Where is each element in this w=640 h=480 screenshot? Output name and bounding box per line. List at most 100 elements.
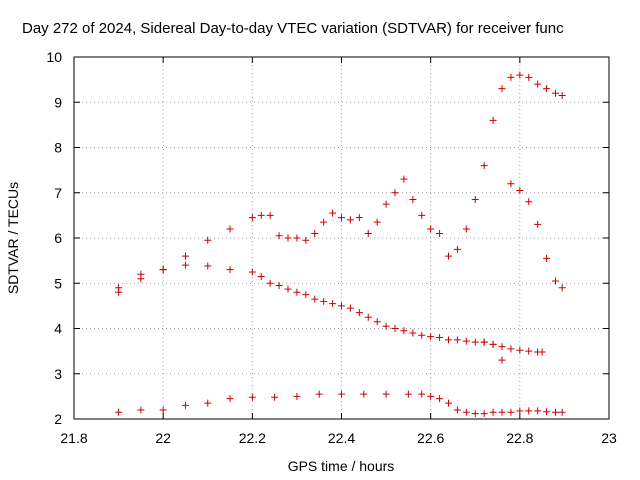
- data-point: [382, 322, 390, 330]
- data-point: [436, 334, 444, 342]
- data-point: [558, 408, 566, 416]
- data-point: [427, 333, 435, 341]
- data-point: [355, 309, 363, 317]
- data-point: [534, 220, 542, 228]
- data-point: [248, 393, 256, 401]
- data-point: [257, 211, 265, 219]
- data-point: [293, 234, 301, 242]
- y-tick-label: 7: [54, 185, 62, 201]
- data-point: [284, 285, 292, 293]
- x-tick-label: 22.4: [328, 430, 355, 446]
- data-point: [248, 214, 256, 222]
- data-point: [538, 348, 546, 356]
- y-tick-label: 10: [46, 49, 62, 65]
- data-point: [558, 284, 566, 292]
- data-point: [137, 406, 145, 414]
- data-point: [525, 73, 533, 81]
- data-point: [302, 236, 310, 244]
- data-point: [498, 356, 506, 364]
- data-point: [275, 282, 283, 290]
- data-point: [382, 200, 390, 208]
- data-point: [204, 399, 212, 407]
- data-point: [462, 225, 470, 233]
- x-tick-label: 21.8: [60, 430, 87, 446]
- data-point: [445, 252, 452, 260]
- data-point: [355, 214, 363, 222]
- data-point: [462, 408, 470, 416]
- data-point: [409, 329, 417, 337]
- data-point: [346, 304, 354, 312]
- y-tick-label: 4: [54, 321, 62, 337]
- data-point: [471, 196, 479, 204]
- data-point: [471, 338, 479, 346]
- data-point: [516, 407, 524, 415]
- data-point: [320, 218, 328, 226]
- data-point: [266, 279, 274, 287]
- data-point: [266, 211, 274, 219]
- data-point: [181, 401, 189, 409]
- data-point: [507, 73, 515, 81]
- data-point: [373, 318, 381, 326]
- data-point: [159, 406, 167, 414]
- series-series-3: [115, 390, 566, 418]
- data-point: [360, 390, 368, 398]
- data-point: [516, 71, 524, 79]
- data-point: [329, 209, 337, 217]
- x-tick-label: 22.6: [417, 430, 444, 446]
- data-point: [382, 390, 390, 398]
- data-point: [543, 254, 551, 262]
- data-point: [159, 266, 167, 274]
- data-point: [489, 340, 497, 348]
- data-point: [275, 232, 283, 240]
- data-point: [558, 91, 566, 99]
- data-point: [364, 313, 372, 321]
- grid: [74, 57, 609, 419]
- data-point: [400, 175, 408, 183]
- data-point: [418, 331, 426, 339]
- data-point: [543, 85, 551, 93]
- data-point: [534, 407, 542, 415]
- data-point: [525, 407, 533, 415]
- x-tick-label: 22: [155, 430, 171, 446]
- data-point: [436, 395, 444, 403]
- data-point: [453, 406, 461, 414]
- y-tick-label: 2: [54, 411, 62, 427]
- data-point: [534, 80, 542, 88]
- series-series-1: [115, 71, 566, 296]
- y-tick-label: 6: [54, 230, 62, 246]
- data-point: [436, 229, 444, 237]
- data-point: [445, 399, 452, 407]
- data-point: [115, 284, 123, 292]
- chart-title: Day 272 of 2024, Sidereal Day-to-day VTE…: [22, 20, 564, 37]
- data-point: [498, 85, 506, 93]
- data-point: [338, 214, 345, 222]
- data-point: [525, 198, 533, 206]
- data-point: [498, 343, 506, 351]
- data-point: [404, 390, 412, 398]
- data-point: [204, 262, 212, 270]
- data-point: [293, 288, 301, 296]
- data-point: [137, 275, 145, 283]
- y-tick-label: 9: [54, 94, 62, 110]
- data-point: [543, 408, 551, 416]
- data-point: [552, 89, 559, 97]
- y-tick-label: 8: [54, 140, 62, 156]
- data-point: [338, 302, 345, 310]
- data-point: [480, 162, 488, 170]
- data-point: [462, 337, 470, 345]
- data-point: [346, 216, 354, 224]
- data-point: [453, 336, 461, 344]
- data-point: [453, 245, 461, 253]
- data-point: [302, 291, 310, 299]
- data-point: [284, 234, 292, 242]
- data-point: [507, 345, 515, 353]
- data-point: [320, 297, 328, 305]
- series-series-2: [115, 180, 566, 364]
- data-point: [507, 180, 515, 188]
- data-point: [391, 189, 399, 197]
- x-tick-label: 22.8: [506, 430, 533, 446]
- x-axis-label: GPS time / hours: [288, 458, 395, 474]
- data-point: [409, 196, 417, 204]
